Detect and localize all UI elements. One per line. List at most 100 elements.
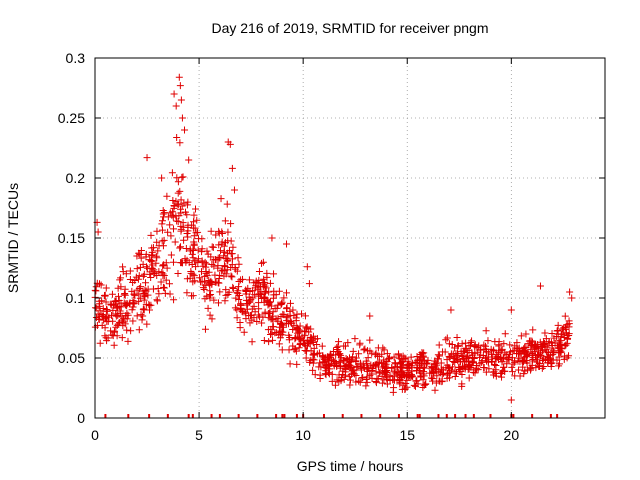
data-point [249,287,257,295]
data-point [251,291,259,299]
data-point [519,363,527,371]
data-point [548,329,556,337]
data-point [385,355,393,363]
data-point [454,342,462,350]
data-point [137,254,145,262]
data-point [170,296,178,304]
x-tick-label: 15 [399,427,415,443]
data-point [205,277,213,285]
data-point [145,302,153,310]
data-point [347,370,355,378]
data-point [186,274,194,282]
data-point-peak [185,156,193,164]
data-point [266,279,274,287]
data-point [243,301,251,309]
data-point [111,300,119,308]
data-point [285,346,293,354]
data-point [282,319,290,327]
data-point [498,358,506,366]
data-point [140,306,148,314]
data-point [420,349,428,357]
data-point [121,289,129,297]
data-point [397,368,405,376]
data-point [118,334,126,342]
data-point-peak [94,228,102,236]
data-point [210,296,218,304]
data-point [174,189,182,197]
data-point [114,311,122,319]
data-point [280,294,288,302]
data-point [201,325,209,333]
data-point [508,368,516,376]
data-point [144,291,152,299]
data-point [190,232,198,240]
data-point [204,250,212,258]
data-point [355,377,363,385]
data-point [244,299,252,307]
data-point [260,275,268,283]
data-point [182,245,190,253]
data-point [183,289,191,297]
data-point [131,292,139,300]
data-point [448,340,456,348]
data-point [136,251,144,259]
data-point [565,320,573,328]
data-point [98,321,106,329]
data-point-peak [507,396,515,404]
data-point [220,272,228,280]
data-point [235,260,243,268]
data-point [166,290,174,298]
data-point [461,347,469,355]
data-point [109,301,117,309]
data-point [283,304,291,312]
data-point [228,255,236,263]
data-point [137,247,145,255]
data-point [200,285,208,293]
data-point [345,354,353,362]
data-point [405,364,413,372]
data-point [366,336,374,344]
data-point [529,326,537,334]
data-point [382,360,390,368]
data-point [524,351,532,359]
data-point [236,319,244,327]
data-point [523,352,531,360]
data-point [302,324,310,332]
data-point [158,220,166,228]
data-point [479,351,487,359]
data-point [229,243,237,251]
data-point [196,274,204,282]
data-point [146,256,154,264]
data-point [465,342,473,350]
data-point [409,373,417,381]
data-point [284,313,292,321]
data-point [561,312,569,320]
data-point [337,377,345,385]
data-point [320,355,328,363]
data-point [378,372,386,380]
data-point [292,314,300,322]
data-point [134,275,142,283]
data-point [165,280,173,288]
data-point [154,247,162,255]
data-point [227,272,235,280]
data-point [259,313,267,321]
data-point [189,247,197,255]
data-point [555,360,563,368]
data-point [368,374,376,382]
data-point [122,300,130,308]
data-point [188,221,196,229]
data-point [176,244,184,252]
data-point [268,315,276,323]
data-point [103,307,111,315]
data-point [192,229,200,237]
data-point [414,357,422,365]
data-point [276,323,284,331]
data-point [135,326,143,334]
data-point [259,258,267,266]
data-point [414,380,422,388]
data-point [510,347,518,355]
data-point [270,270,278,278]
data-point [227,220,235,228]
data-point [539,347,547,355]
